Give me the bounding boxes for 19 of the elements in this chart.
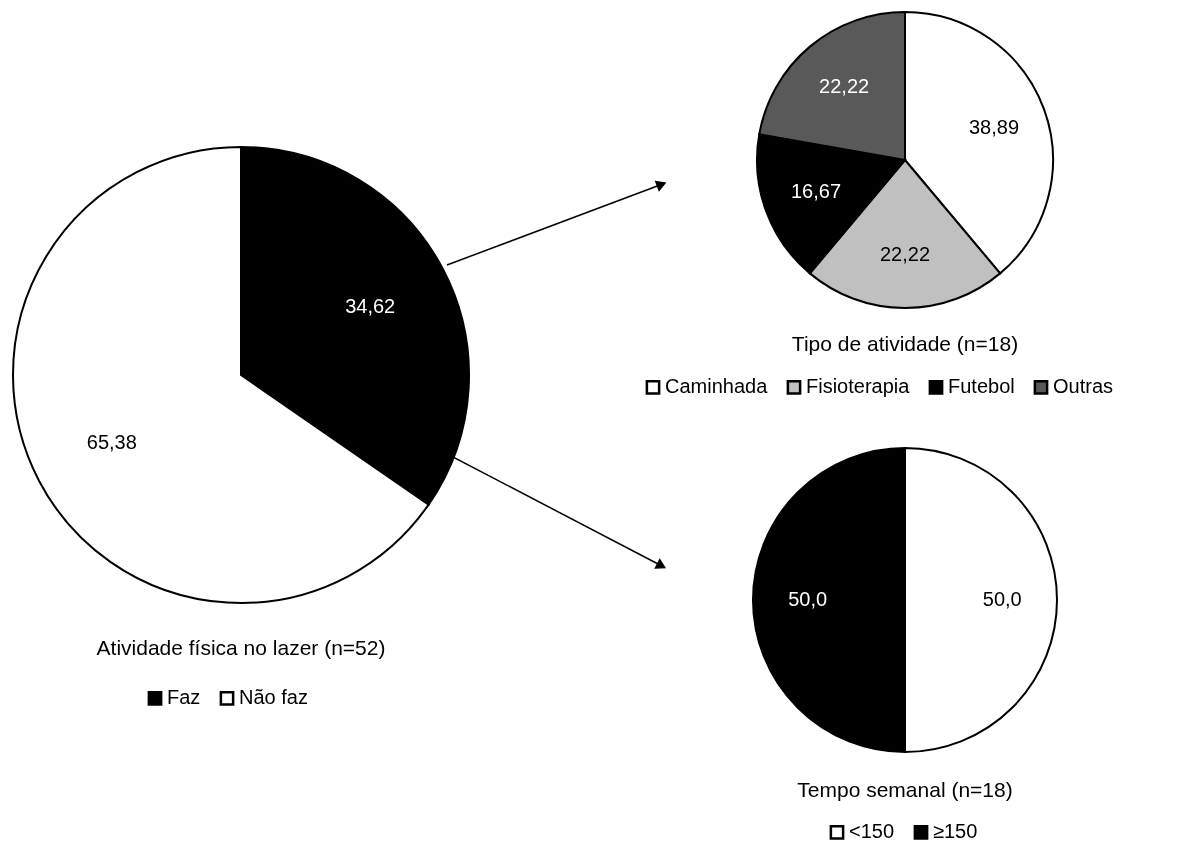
legend-label: Faz	[167, 686, 201, 709]
legend-label: ≥150	[933, 820, 978, 843]
text: Atividade física no lazer (n=52)	[96, 636, 386, 659]
legend-label: Não faz	[239, 686, 308, 709]
legend-label: Outras	[1053, 375, 1114, 398]
data-label: 16,67	[790, 180, 842, 203]
data-label: 50,0	[982, 588, 1022, 610]
legend-label: Caminhada	[665, 375, 769, 398]
text: Tempo semanal (n=18)	[797, 778, 1013, 801]
legend-label: <150	[849, 820, 895, 843]
legend-label: Fisioterapia	[806, 375, 911, 398]
data-label: 50,0	[788, 588, 828, 610]
data-label: 22,22	[879, 242, 931, 265]
text: Tipo de atividade (n=18)	[791, 332, 1019, 355]
data-label: 22,22	[819, 75, 870, 98]
legend-label: Futebol	[948, 375, 1015, 398]
data-label: 38,89	[968, 115, 1020, 138]
data-label: 34,62	[345, 295, 396, 318]
data-label: 65,38	[86, 430, 137, 453]
